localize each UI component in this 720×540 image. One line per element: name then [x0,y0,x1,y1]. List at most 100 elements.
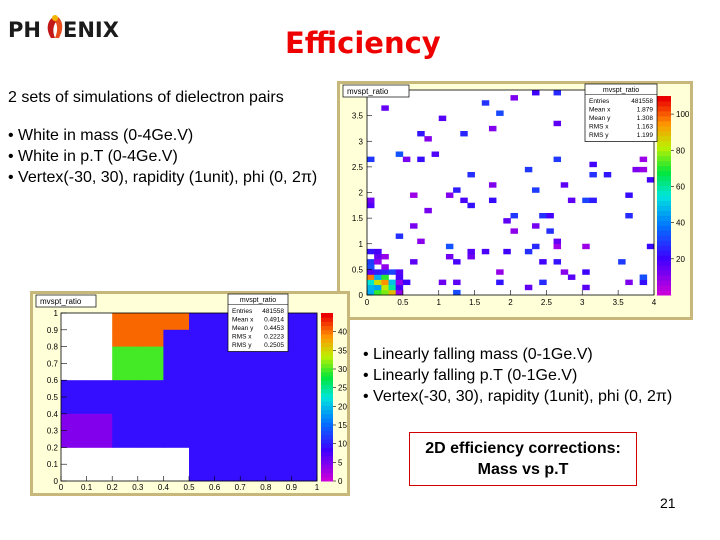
heatmap-cell [467,254,475,260]
color-scale-label: 60 [676,182,685,191]
color-scale-label: 20 [338,402,347,411]
heatmap-cell [553,90,562,96]
heatmap-cell [417,131,425,137]
heatmap-cell [189,413,215,431]
heatmap-cell [61,397,87,415]
y-tick-label: 0.7 [47,359,59,368]
heatmap-cell [265,447,292,465]
heatmap-cell [291,397,318,415]
heatmap-cell [291,380,318,398]
heatmap-cell [603,172,612,178]
heatmap-cell [532,187,540,193]
heatmap-cell [453,187,461,193]
heatmap-cell [61,430,87,448]
color-scale-segment [321,409,333,415]
heatmap-cell [367,197,375,204]
color-scale-segment [321,342,333,348]
heatmap-cell [112,363,139,381]
color-scale-segment [657,150,671,157]
heatmap-cell [445,192,454,198]
heatmap-cell [112,313,139,331]
phenix-logo-graphic: PH ENIX [8,15,119,42]
slide-title: Efficiency [285,26,441,60]
color-scale-label: 15 [338,421,347,430]
color-scale-segment [321,338,333,343]
heatmap-cell [510,213,518,219]
heatmap-cell [163,380,190,398]
heatmap-cell [61,413,87,431]
heatmap-cell [214,413,241,431]
color-scale-segment [321,455,333,461]
heatmap-cell [488,182,497,188]
color-scale-segment [321,451,333,457]
heatmap-cell [395,151,404,157]
heatmap-cell [291,447,318,465]
heatmap-cell [367,202,375,209]
heatmap-cell [553,120,562,127]
heatmap-cell [86,430,113,448]
intro-text: 2 sets of simulations of dielectron pair… [8,89,284,106]
heatmap-cell [467,172,475,178]
y-tick-label: 0.2 [47,443,59,452]
heatmap-cell [467,248,475,255]
heatmap-cell [367,289,375,296]
heatmap-cell [424,136,432,142]
heatmap-cell [524,248,533,255]
heatmap-cell [582,243,590,250]
heatmap-cell [214,363,241,381]
heatmap-cell [265,363,292,381]
heatmap-cell [189,397,215,415]
color-scale-segment [657,255,671,261]
heatmap-cell [524,284,533,291]
color-scale-segment [657,110,671,117]
heatmap-cell [291,464,318,482]
y-tick-label: 0.9 [47,326,59,335]
heatmap-cell [410,223,418,229]
color-scale-segment [657,140,671,147]
color-scale-segment [321,325,333,331]
color-scale-segment [657,115,671,122]
heatmap-cell [395,274,404,280]
bullet-item: • Linearly falling mass (0-1Ge.V) [363,346,593,363]
color-scale-segment [321,434,333,440]
color-scale-segment [321,405,333,411]
bullet-item: • Vertex(-30, 30), rapidity (1unit), phi… [8,169,318,186]
bullet-item: • Vertex(-30, 30), rapidity (1unit), phi… [363,388,673,405]
heatmap-cell [163,329,190,347]
stats-title: mvspt_ratio [240,297,276,304]
color-scale-segment [657,135,671,142]
stats-value: 0.2223 [264,334,284,341]
bullet-list-bottom: • Linearly falling mass (0-1Ge.V) • Line… [363,344,672,407]
heatmap-cell [625,213,633,219]
heatmap-cell [646,177,655,183]
heatmap-cell [395,269,404,275]
color-scale-segment [657,210,671,216]
heatmap-cell [86,380,113,398]
heatmap-cell [374,289,382,296]
heatmap-cell [553,243,562,250]
y-tick-label: 0.6 [47,376,59,385]
color-scale-label: 25 [338,384,347,393]
heatmap-cell [431,151,440,157]
heatmap-cell [539,279,547,286]
x-tick-label: 0.6 [209,483,221,492]
heatmap-cell [646,243,655,250]
heatmap-cell [214,397,241,415]
heatmap-cell [410,259,418,265]
heatmap-cell [488,125,497,132]
heatmap-cell [240,464,267,482]
stats-key: RMS x [589,124,609,131]
x-tick-label: 0.2 [107,483,119,492]
x-tick-label: 1.5 [469,298,481,307]
heatmap-cell [189,430,215,448]
heatmap-cell [374,248,382,255]
color-scale-segment [657,270,671,276]
color-scale-segment [321,355,333,360]
stats-value: 1.199 [637,132,654,139]
x-tick-label: 0.3 [132,483,144,492]
heatmap-cell [381,284,389,291]
color-scale-segment [321,350,333,356]
heatmap-cell [240,397,267,415]
heatmap-cell [214,380,241,398]
y-tick-label: 2 [359,189,364,198]
